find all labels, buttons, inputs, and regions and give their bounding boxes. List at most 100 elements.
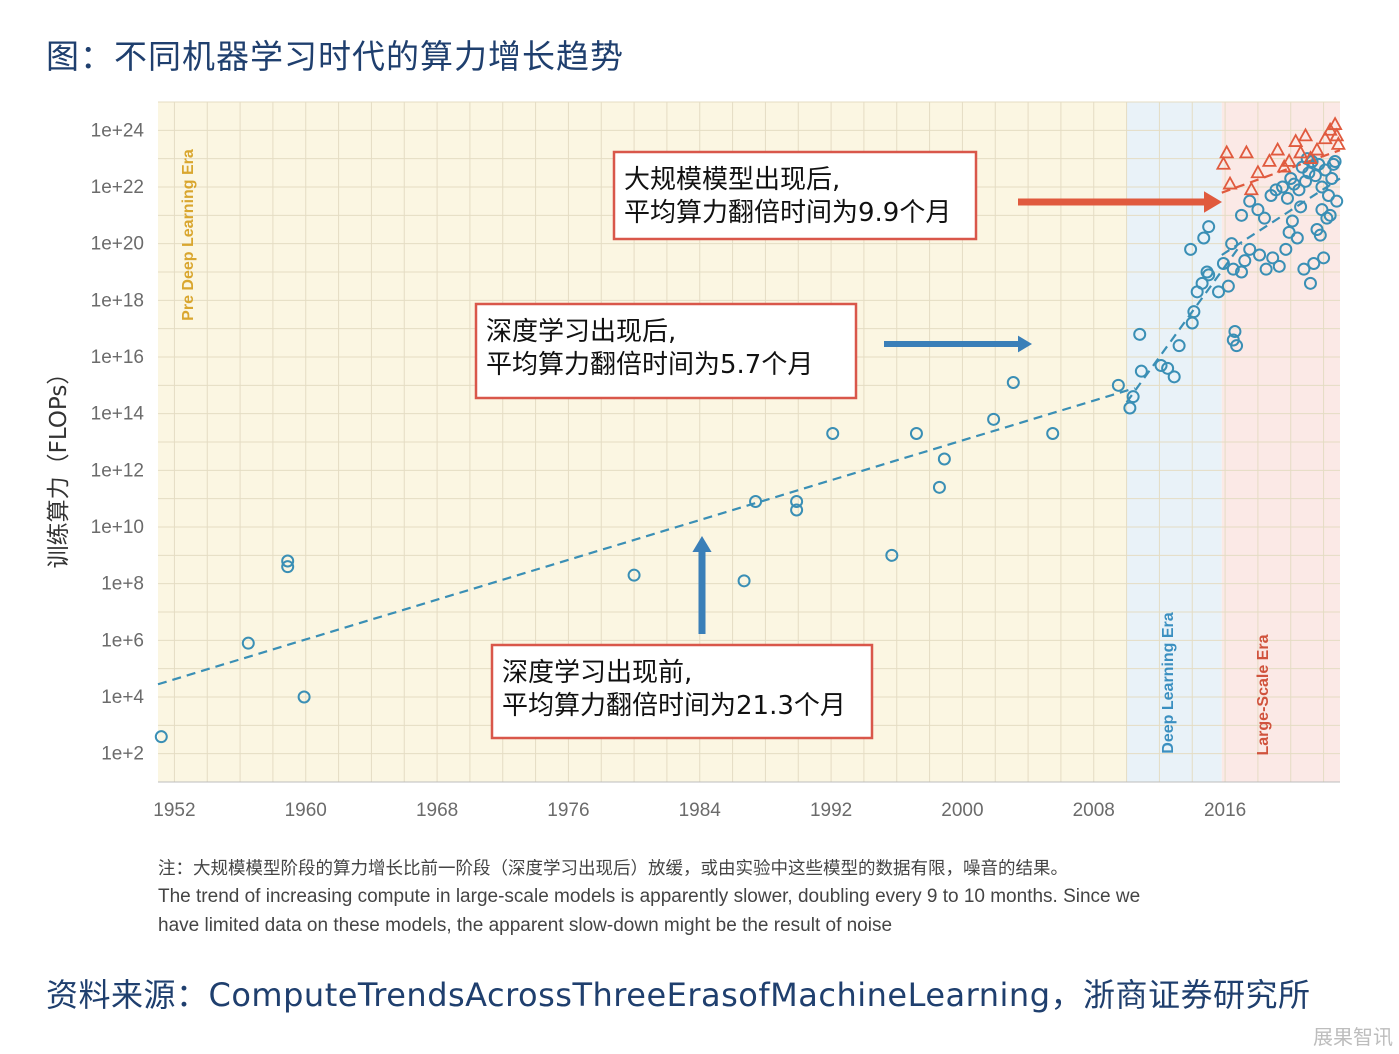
data-point (1317, 251, 1331, 265)
data-point (1290, 231, 1304, 245)
data-point (1243, 242, 1257, 256)
era-label: Pre Deep Learning Era (180, 149, 197, 321)
data-point (790, 495, 804, 508)
x-tick-label: 1968 (416, 800, 458, 821)
data-point (1308, 169, 1322, 183)
annotations: 大规模模型出现后,平均算力翻倍时间为9.9个月深度学习出现后,平均算力翻倍时间为… (474, 150, 1222, 740)
arrow-pre-deep-head (692, 536, 712, 552)
data-point (1219, 144, 1235, 159)
data-point (826, 427, 840, 440)
data-point (1280, 191, 1294, 205)
data-point (790, 503, 804, 517)
data-point (1202, 268, 1216, 282)
data-point (1221, 279, 1235, 293)
data-point (1243, 181, 1259, 196)
data-point (1161, 361, 1175, 375)
data-point (1302, 166, 1316, 180)
data-point (937, 452, 951, 466)
arrow-large-scale-head (1204, 191, 1222, 213)
axes: 1952 1960 1968 1976 1984 1992 2000 2008 2016 1e+2… (91, 120, 1340, 821)
era-labels: Pre Deep Learning Era Deep Learning Era La… (180, 149, 1272, 755)
data-point (1261, 153, 1277, 167)
annotation-text: 平均算力翻倍时间为5.7个月 (486, 350, 813, 380)
data-point (1297, 127, 1314, 142)
data-point (1313, 228, 1327, 242)
watermark: 展果智讯 (1313, 1025, 1393, 1049)
annotation-text: 深度学习出现前, (502, 658, 692, 688)
data-point (1238, 254, 1252, 268)
y-tick-label: 1e+4 (101, 687, 144, 708)
data-point (1276, 180, 1290, 194)
data-point (1226, 262, 1240, 276)
annotation-text: 平均算力翻倍时间为21.3个月 (502, 691, 846, 721)
data-point (1300, 152, 1314, 166)
data-point (1299, 174, 1313, 188)
data-point (932, 480, 946, 494)
data-point (1126, 390, 1140, 404)
data-point (737, 574, 751, 588)
data-point (1133, 327, 1147, 341)
note-english-line-1: The trend of increasing compute in large… (158, 886, 1141, 907)
data-point (1269, 183, 1283, 197)
annotation-box (474, 302, 858, 400)
data-point (1270, 141, 1286, 156)
y-tick-label: 1e+12 (91, 460, 144, 481)
y-tick-label: 1e+18 (91, 290, 144, 311)
data-point (1235, 208, 1248, 222)
data-point (1292, 183, 1306, 197)
data-point (1216, 257, 1230, 270)
data-point (154, 730, 168, 744)
y-tick-label: 1e+22 (91, 177, 144, 198)
data-point (1328, 155, 1342, 168)
data-point (1323, 208, 1337, 222)
data-point (281, 560, 295, 574)
data-point (1330, 136, 1346, 150)
era-label: Deep Learning Era (1160, 612, 1177, 753)
x-tick-label: 1960 (285, 800, 327, 821)
x-tick-label: 2008 (1073, 800, 1115, 821)
note-chinese: 注：大规模模型阶段的算力增长比前一阶段（深度学习出现后）放缓，或由实验中这些模型… (158, 859, 1068, 879)
x-tick-label: 1976 (547, 800, 589, 821)
data-point (885, 548, 899, 562)
data-point (1184, 242, 1198, 256)
x-tick-label: 1952 (153, 800, 195, 821)
data-point (1195, 276, 1209, 290)
data-point (1006, 376, 1020, 389)
data-point (1279, 242, 1293, 256)
data-point (1272, 259, 1286, 273)
era-label: Large-Scale Era (1255, 634, 1272, 755)
data-point (1202, 220, 1216, 234)
note-english-line-2: have limited data on these models, the a… (158, 915, 893, 936)
data-point (1134, 364, 1148, 378)
data-point (297, 690, 311, 704)
data-point (1253, 248, 1267, 262)
data-point (1259, 262, 1273, 276)
data-point (1215, 155, 1232, 170)
annotation-text: 深度学习出现后, (486, 317, 676, 347)
data-point (1281, 153, 1297, 167)
data-point (1266, 251, 1280, 265)
data-point (1111, 378, 1125, 392)
data-point (1251, 203, 1265, 217)
data-point (1046, 427, 1060, 440)
data-point (1197, 231, 1211, 245)
y-axis-label-group: 训练算力（FLOPs） (46, 362, 72, 569)
data-point (1243, 194, 1257, 208)
annotation-text: 大规模模型出现后, (624, 165, 840, 195)
y-tick-label: 1e+10 (91, 517, 144, 538)
data-point (1307, 257, 1321, 270)
data-point (1172, 339, 1186, 353)
data-point (281, 554, 295, 568)
data-point (627, 568, 641, 582)
data-point (1212, 285, 1226, 299)
data-point (909, 427, 923, 440)
data-point (1235, 265, 1248, 279)
trend-line (157, 387, 1136, 686)
y-tick-label: 1e+24 (91, 120, 145, 141)
annotation-box (490, 643, 874, 740)
data-point (1330, 194, 1344, 208)
y-tick-label: 1e+20 (91, 234, 144, 255)
data-point (1123, 401, 1137, 415)
source-credit: 资料来源：ComputeTrendsAcrossThreeErasofMachi… (46, 976, 1311, 1014)
y-axis-label: 训练算力（FLOPs） (46, 362, 72, 569)
